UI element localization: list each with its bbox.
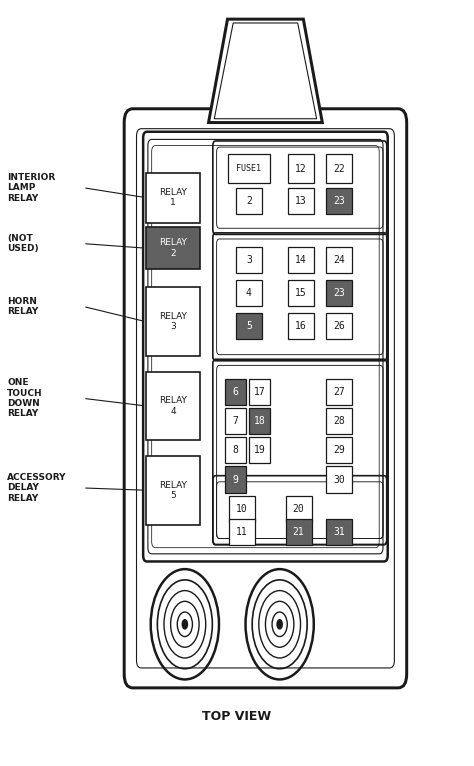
Circle shape: [276, 619, 283, 630]
Bar: [288, 280, 314, 306]
Bar: [288, 247, 314, 273]
Text: 28: 28: [333, 416, 345, 427]
Text: 29: 29: [333, 445, 345, 456]
Bar: [146, 227, 200, 269]
Text: 21: 21: [293, 527, 304, 538]
Bar: [285, 496, 312, 522]
Bar: [326, 408, 352, 434]
Bar: [249, 437, 270, 463]
Text: 15: 15: [295, 287, 307, 298]
Text: 5: 5: [246, 321, 252, 332]
Text: 10: 10: [236, 503, 247, 514]
Bar: [249, 379, 270, 405]
Bar: [146, 173, 200, 222]
Bar: [285, 519, 312, 545]
Text: RELAY
4: RELAY 4: [159, 396, 187, 416]
Text: 4: 4: [246, 287, 252, 298]
Bar: [326, 519, 352, 545]
Bar: [326, 313, 352, 339]
Text: RELAY
1: RELAY 1: [159, 188, 187, 208]
Bar: [288, 313, 314, 339]
Bar: [249, 408, 270, 434]
Text: 23: 23: [333, 195, 345, 206]
Text: 3: 3: [246, 255, 252, 266]
Bar: [146, 287, 200, 356]
Bar: [228, 519, 255, 545]
Text: 30: 30: [333, 474, 345, 485]
Text: RELAY
5: RELAY 5: [159, 480, 187, 500]
FancyBboxPatch shape: [143, 132, 388, 561]
Bar: [236, 313, 262, 339]
Bar: [326, 466, 352, 493]
Text: INTERIOR
LAMP
RELAY: INTERIOR LAMP RELAY: [7, 173, 55, 202]
Text: 8: 8: [233, 445, 238, 456]
Text: 27: 27: [333, 387, 345, 398]
Bar: [225, 466, 246, 493]
Text: 19: 19: [254, 445, 265, 456]
Text: 31: 31: [333, 527, 345, 538]
Text: RELAY
3: RELAY 3: [159, 312, 187, 332]
Text: RELAY
2: RELAY 2: [159, 238, 187, 258]
Bar: [225, 408, 246, 434]
Text: 14: 14: [295, 255, 307, 266]
Text: 9: 9: [233, 474, 238, 485]
Bar: [288, 154, 314, 183]
Text: 26: 26: [333, 321, 345, 332]
Bar: [236, 247, 262, 273]
Bar: [326, 379, 352, 405]
Text: TOP VIEW: TOP VIEW: [202, 710, 272, 722]
FancyBboxPatch shape: [124, 109, 407, 688]
Bar: [146, 456, 200, 525]
Circle shape: [182, 619, 188, 630]
Bar: [236, 188, 262, 214]
Text: 11: 11: [236, 527, 247, 538]
Bar: [288, 188, 314, 214]
Polygon shape: [209, 19, 322, 123]
Bar: [228, 496, 255, 522]
Text: 24: 24: [333, 255, 345, 266]
Bar: [225, 379, 246, 405]
Bar: [225, 437, 246, 463]
Text: FUSE1: FUSE1: [237, 164, 261, 173]
Text: 20: 20: [293, 503, 304, 514]
Bar: [326, 280, 352, 306]
Bar: [326, 247, 352, 273]
Text: 2: 2: [246, 195, 252, 206]
Bar: [326, 154, 352, 183]
Bar: [326, 437, 352, 463]
Text: ONE
TOUCH
DOWN
RELAY: ONE TOUCH DOWN RELAY: [7, 378, 43, 418]
Text: 23: 23: [333, 287, 345, 298]
Text: 6: 6: [233, 387, 238, 398]
Text: 13: 13: [295, 195, 307, 206]
Text: 18: 18: [254, 416, 265, 427]
Text: 16: 16: [295, 321, 307, 332]
Bar: [236, 280, 262, 306]
Text: HORN
RELAY: HORN RELAY: [7, 296, 38, 316]
Text: 22: 22: [333, 163, 345, 174]
Text: (NOT
USED): (NOT USED): [7, 234, 39, 254]
Text: ACCESSORY
DELAY
RELAY: ACCESSORY DELAY RELAY: [7, 473, 67, 502]
Bar: [228, 154, 270, 183]
Bar: [146, 372, 200, 440]
Bar: [326, 188, 352, 214]
Text: 17: 17: [254, 387, 265, 398]
Text: 12: 12: [295, 163, 307, 174]
Text: 7: 7: [233, 416, 238, 427]
